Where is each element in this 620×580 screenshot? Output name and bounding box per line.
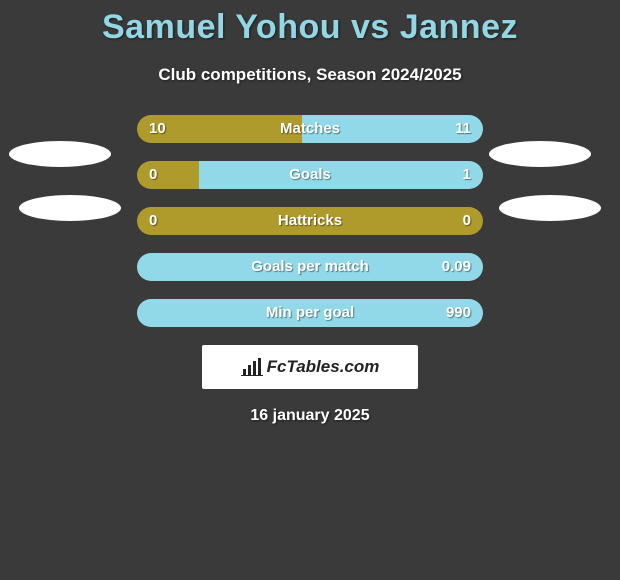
player-right-badge-2 [499,195,601,221]
subtitle: Club competitions, Season 2024/2025 [0,65,620,85]
stat-right-value: 0 [463,207,471,235]
player-right-badge-1 [489,141,591,167]
page-title: Samuel Yohou vs Jannez [0,0,620,47]
stat-bar: 10 Matches 11 [137,115,483,143]
stat-label: Matches [137,115,483,143]
stat-bars: 10 Matches 11 0 Goals 1 0 Hattricks 0 Go… [137,115,483,327]
brand-text: FcTables.com [267,357,380,377]
stat-right-value: 1 [463,161,471,189]
stat-label: Goals per match [137,253,483,281]
stat-right-value: 11 [455,115,471,143]
stat-right-value: 990 [446,299,471,327]
stat-label: Min per goal [137,299,483,327]
player-left-badge-1 [9,141,111,167]
bar-chart-icon [241,358,263,376]
comparison-content: 10 Matches 11 0 Goals 1 0 Hattricks 0 Go… [0,115,620,425]
stat-bar: Min per goal 990 [137,299,483,327]
stat-label: Hattricks [137,207,483,235]
stat-bar: Goals per match 0.09 [137,253,483,281]
stat-bar: 0 Goals 1 [137,161,483,189]
stat-label: Goals [137,161,483,189]
date-text: 16 january 2025 [0,407,620,425]
stat-right-value: 0.09 [442,253,471,281]
player-left-badge-2 [19,195,121,221]
stat-bar: 0 Hattricks 0 [137,207,483,235]
brand-box[interactable]: FcTables.com [202,345,418,389]
